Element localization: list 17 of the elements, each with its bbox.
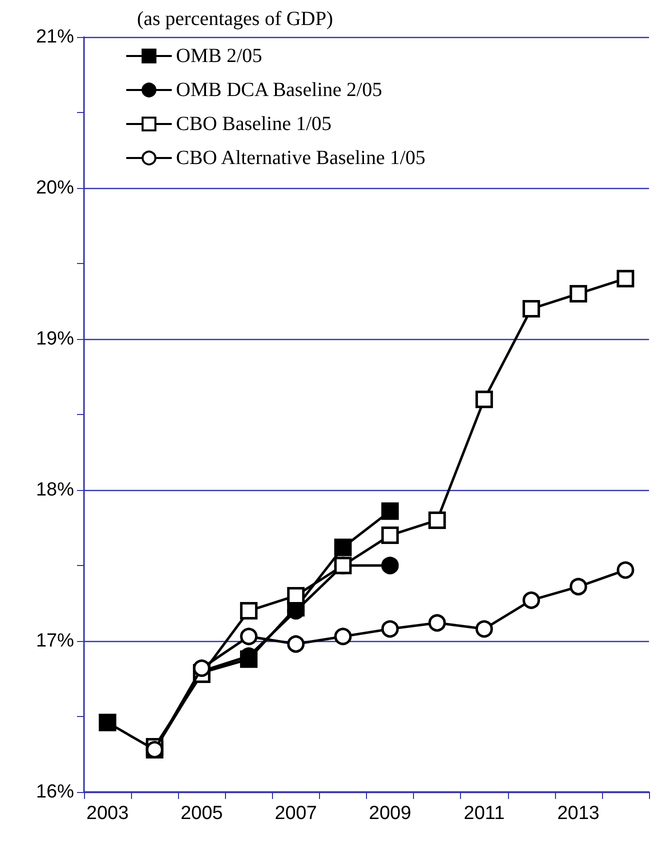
y-tick-label: 19% (36, 328, 74, 350)
legend-label: CBO Alternative Baseline 1/05 (176, 147, 426, 169)
x-tick-label: 2007 (274, 803, 318, 824)
chart-title: (as percentages of GDP) (136, 8, 334, 30)
y-tick-label: 16% (36, 782, 74, 802)
y-tick-label: 21% (36, 26, 74, 48)
legend-label: OMB 2/05 (176, 45, 262, 67)
x-tick-label: 2005 (180, 803, 223, 824)
x-tick-label: 2003 (86, 803, 129, 824)
legend-label: OMB DCA Baseline 2/05 (176, 79, 382, 101)
legend-label: CBO Baseline 1/05 (176, 113, 332, 135)
y-tick-label: 18% (36, 480, 74, 500)
y-tick-label: 20% (36, 178, 74, 198)
x-tick-label: 2011 (464, 803, 505, 824)
x-tick-label: 2013 (557, 803, 600, 824)
x-tick-label: 2009 (368, 803, 412, 824)
y-tick-label: 17% (36, 630, 74, 652)
